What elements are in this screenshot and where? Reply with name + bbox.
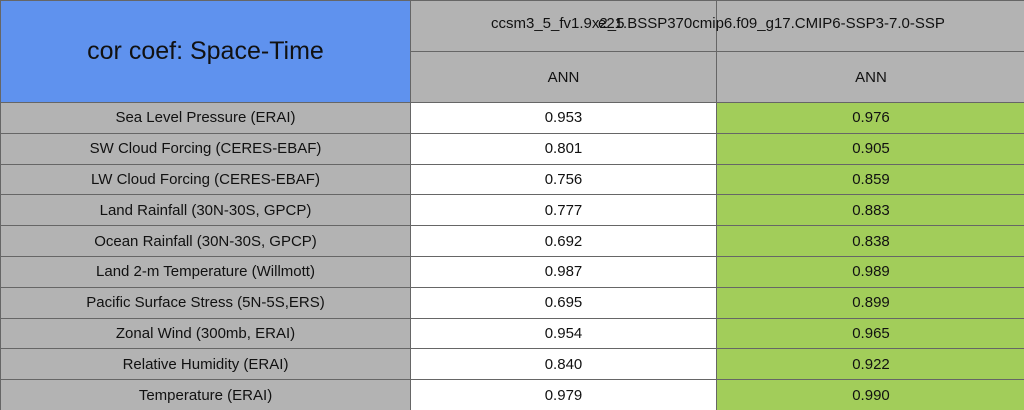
value-cell: 0.922 <box>716 348 1024 381</box>
value-cell: 0.695 <box>410 286 717 319</box>
value-cell: 0.953 <box>410 102 717 134</box>
value-cell: 0.838 <box>716 225 1024 257</box>
value-cell: 0.840 <box>410 348 717 381</box>
row-label: Ocean Rainfall (30N-30S, GPCP) <box>0 225 411 257</box>
value-cell: 0.859 <box>716 163 1024 196</box>
row-label: LW Cloud Forcing (CERES-EBAF) <box>0 163 411 196</box>
value-cell: 0.965 <box>716 317 1024 350</box>
value-cell: 0.905 <box>716 132 1024 165</box>
column-header-cell <box>716 0 1024 52</box>
column-name: e21.BSSP370cmip6.f09_g17.CMIP6-SSP3-7.0-… <box>598 15 945 32</box>
row-label: Pacific Surface Stress (5N-5S,ERS) <box>0 286 411 319</box>
value-cell: 0.979 <box>410 379 717 410</box>
value-cell: 0.987 <box>410 256 717 288</box>
value-cell: 0.692 <box>410 225 717 257</box>
row-label: Land 2-m Temperature (Willmott) <box>0 256 411 288</box>
table-title: cor coef: Space-Time <box>0 0 411 103</box>
row-label: SW Cloud Forcing (CERES-EBAF) <box>0 132 411 165</box>
row-label: Sea Level Pressure (ERAI) <box>0 102 411 134</box>
period-cell: ANN <box>716 51 1024 103</box>
value-cell: 0.883 <box>716 194 1024 227</box>
value-cell: 0.976 <box>716 102 1024 134</box>
row-label: Land Rainfall (30N-30S, GPCP) <box>0 194 411 227</box>
column-header-cell <box>410 0 717 52</box>
row-label: Relative Humidity (ERAI) <box>0 348 411 381</box>
value-cell: 0.777 <box>410 194 717 227</box>
column-name: ccsm3_5_fv1.9x2_5 <box>491 15 625 32</box>
period-cell: ANN <box>410 51 717 103</box>
value-cell: 0.990 <box>716 379 1024 410</box>
value-cell: 0.801 <box>410 132 717 165</box>
row-label: Temperature (ERAI) <box>0 379 411 410</box>
value-cell: 0.954 <box>410 317 717 350</box>
value-cell: 0.756 <box>410 163 717 196</box>
value-cell: 0.989 <box>716 256 1024 288</box>
row-label: Zonal Wind (300mb, ERAI) <box>0 317 411 350</box>
value-cell: 0.899 <box>716 286 1024 319</box>
